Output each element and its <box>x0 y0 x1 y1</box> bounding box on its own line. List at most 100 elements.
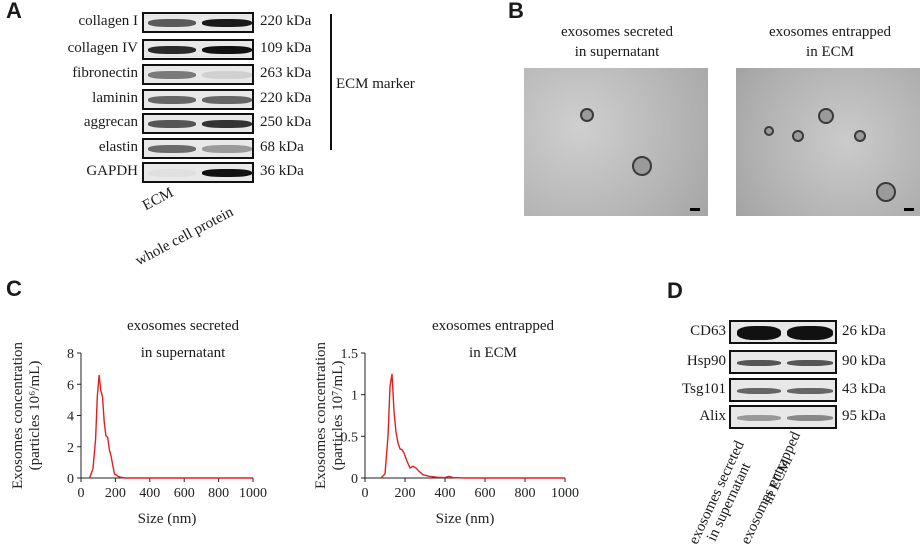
blot-band <box>148 19 196 27</box>
vesicle <box>854 130 866 142</box>
series-line <box>88 374 253 479</box>
em-title-right: exosomes entrapped in ECM <box>740 22 920 62</box>
vesicle <box>876 182 896 202</box>
y-tick-label: 6 <box>67 378 74 393</box>
blot-row-label: Alix <box>699 408 726 424</box>
em-image-ecm <box>736 68 920 216</box>
blot-row-label: laminin <box>92 90 138 106</box>
em-title-left-line2: in supernatant <box>574 44 660 60</box>
blot-strip <box>142 113 254 134</box>
blot-row-kda: 68 kDa <box>260 139 304 155</box>
x-tick-label: 600 <box>174 486 195 501</box>
x-axis-label: Size (nm) <box>436 511 495 527</box>
x-tick-label: 800 <box>515 486 536 501</box>
x-tick-label: 1000 <box>551 486 579 501</box>
blot-row-label: collagen I <box>78 13 138 29</box>
chart-1-title-line2: in supernatant <box>140 345 226 361</box>
chart-2-title-line1: exosomes entrapped <box>431 318 555 334</box>
blot-band <box>737 415 781 421</box>
y-tick-label: 0 <box>67 472 74 487</box>
blot-strip <box>729 378 837 402</box>
y-tick-label: 0.5 <box>341 430 359 445</box>
vesicle <box>792 130 804 142</box>
blot-band <box>787 326 833 340</box>
blot-band <box>737 326 781 340</box>
blot-row-label: GAPDH <box>86 163 138 179</box>
blot-row-kda: 220 kDa <box>260 13 312 29</box>
blot-band <box>148 46 196 54</box>
blot-strip <box>142 162 254 183</box>
y-tick-label: 8 <box>67 347 74 362</box>
y-tick-label: 0 <box>351 472 358 487</box>
blot-row-kda: 220 kDa <box>260 90 312 106</box>
x-tick-label: 0 <box>362 486 369 501</box>
x-tick-label: 400 <box>139 486 160 501</box>
blot-band <box>787 360 833 366</box>
panel-letter-b: B <box>508 0 524 23</box>
blot-row-kda: 95 kDa <box>842 408 886 424</box>
x-tick-label: 0 <box>78 486 85 501</box>
series-line <box>380 373 565 479</box>
blot-strip <box>729 405 837 429</box>
blot-band <box>148 169 196 177</box>
blot-row-kda: 43 kDa <box>842 381 886 397</box>
blot-strip <box>142 89 254 110</box>
blot-band <box>202 145 252 153</box>
x-tick-label: 200 <box>105 486 126 501</box>
x-tick-label: 200 <box>395 486 416 501</box>
blot-row-label: elastin <box>98 139 138 155</box>
y-tick-label: 1 <box>351 389 358 404</box>
y-tick-label: 2 <box>67 441 74 456</box>
chart-1-title-line1: exosomes secreted <box>126 318 240 334</box>
y-axis-label-line1: Exosomes concentration <box>313 341 329 489</box>
blot-row-kda: 90 kDa <box>842 353 886 369</box>
em-title-left: exosomes secreted in supernatant <box>532 22 702 62</box>
blot-band <box>148 120 196 128</box>
panel-letter-a: A <box>6 0 22 23</box>
blot-band <box>737 388 781 394</box>
blot-strip <box>729 350 837 374</box>
blot-row-label: fibronectin <box>72 65 138 81</box>
x-tick-label: 600 <box>475 486 496 501</box>
blot-row-kda: 109 kDa <box>260 40 312 56</box>
blot-row-kda: 263 kDa <box>260 65 312 81</box>
vesicle <box>580 108 594 122</box>
em-title-left-line1: exosomes secreted <box>560 24 674 40</box>
vesicle <box>632 156 652 176</box>
vesicle <box>818 108 834 124</box>
blot-band <box>148 96 196 104</box>
y-tick-label: 1.5 <box>341 347 359 362</box>
chart-1-title: exosomes secreted in supernatant <box>88 318 278 362</box>
blot-strip <box>142 39 254 60</box>
blot-band <box>202 19 252 27</box>
blot-row-label: aggrecan <box>83 114 138 130</box>
chart-2-title: exosomes entrapped in ECM <box>398 318 588 362</box>
blot-band <box>202 120 252 128</box>
blot-band <box>202 96 252 104</box>
y-tick-label: 4 <box>67 410 74 425</box>
em-title-right-line2: in ECM <box>806 44 854 60</box>
em-title-right-line1: exosomes entrapped <box>768 24 892 40</box>
blot-band <box>737 360 781 366</box>
scale-bar <box>690 208 700 211</box>
y-axis-label-line1: Exosomes concentration <box>10 341 26 489</box>
x-axis-label: Size (nm) <box>138 511 197 527</box>
blot-row-kda: 250 kDa <box>260 114 312 130</box>
blot-band <box>787 388 833 394</box>
blot-band <box>787 415 833 421</box>
blot-strip <box>729 320 837 344</box>
y-axis-label-line2: (particles 10⁷/mL) <box>330 361 346 471</box>
panel-letter-c: C <box>6 276 22 301</box>
blot-strip <box>142 12 254 33</box>
chart-2-title-line2: in ECM <box>469 345 517 361</box>
blot-row-kda: 26 kDa <box>842 323 886 339</box>
ecm-marker-label: ECM marker <box>336 76 415 92</box>
blot-row-label: Tsg101 <box>682 381 726 397</box>
scale-bar <box>904 208 914 211</box>
em-image-supernatant <box>524 68 708 216</box>
lane-label-ecm: ECM <box>140 184 177 215</box>
blot-strip <box>142 64 254 85</box>
blot-band <box>202 71 252 79</box>
blot-row-label: Hsp90 <box>686 353 726 369</box>
x-tick-label: 800 <box>208 486 229 501</box>
